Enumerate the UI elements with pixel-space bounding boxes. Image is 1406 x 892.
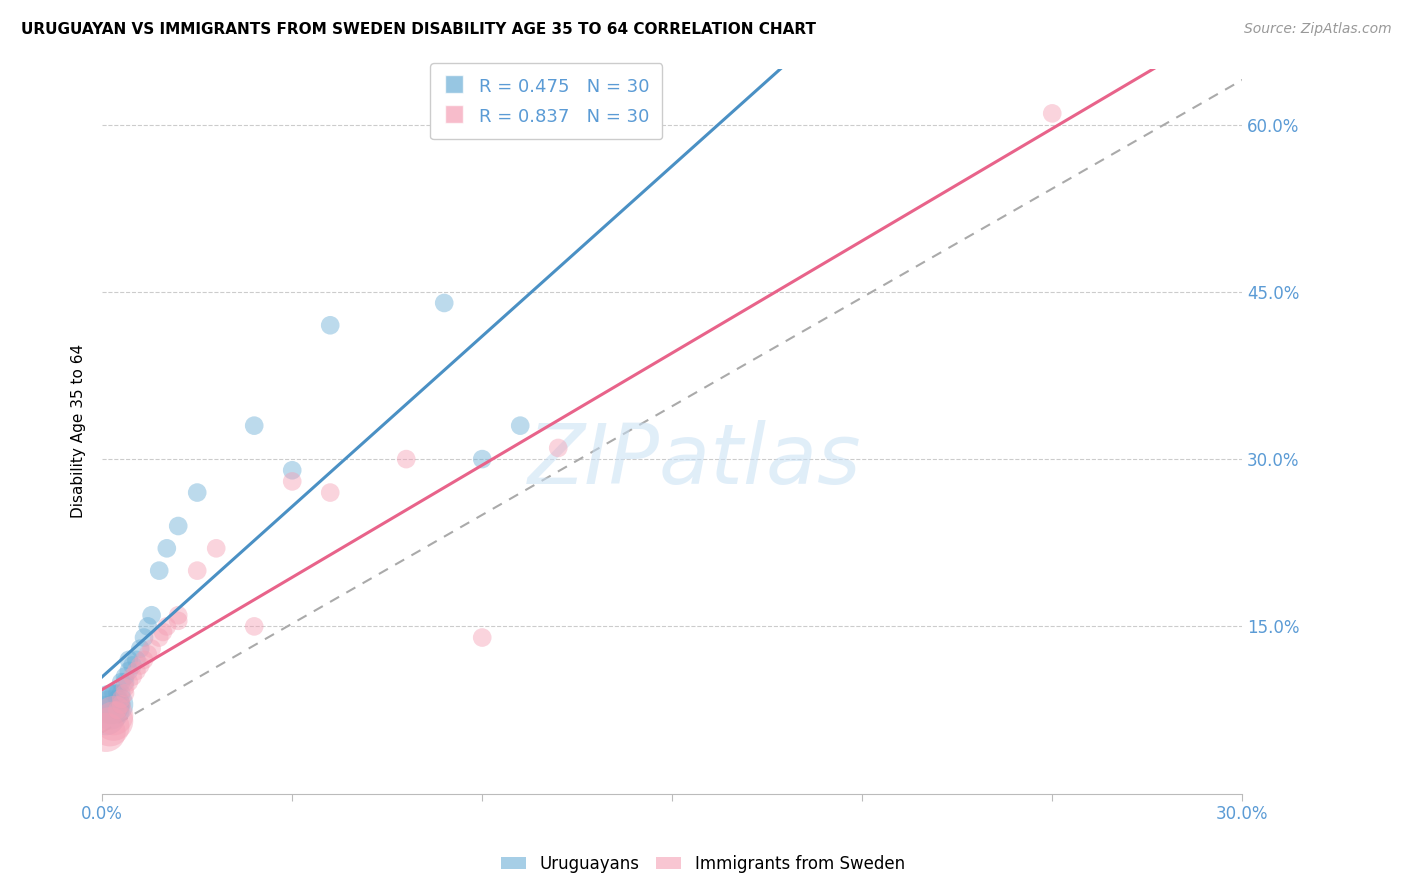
Point [98,703,121,717]
Point [118,664,141,678]
Point [148,631,170,645]
Point [319,318,342,333]
Point [103,698,125,712]
Y-axis label: Disability Age 35 to 64: Disability Age 35 to 64 [72,344,86,518]
Point [136,647,159,661]
Point [471,452,494,467]
Point [125,653,148,667]
Point [110,691,132,706]
Point [132,653,155,667]
Point [156,619,179,633]
Point [94,708,117,723]
Point [98,698,121,712]
Point [129,641,152,656]
Point [110,675,132,690]
Point [103,708,125,723]
Point [107,686,129,700]
Point [243,619,266,633]
Point [471,631,494,645]
Point [509,418,531,433]
Point [118,675,141,690]
Point [319,485,342,500]
Point [281,463,304,477]
Legend: R = 0.475   N = 30, R = 0.837   N = 30: R = 0.475 N = 30, R = 0.837 N = 30 [430,63,662,139]
Point [547,441,569,455]
Text: URUGUAYAN VS IMMIGRANTS FROM SWEDEN DISABILITY AGE 35 TO 64 CORRELATION CHART: URUGUAYAN VS IMMIGRANTS FROM SWEDEN DISA… [21,22,815,37]
Point [103,714,125,729]
Point [186,485,208,500]
Point [103,686,125,700]
Point [395,452,418,467]
Point [281,475,304,489]
Point [205,541,228,556]
Point [167,608,190,623]
Point [107,691,129,706]
Point [186,564,208,578]
Point [129,658,152,673]
Point [1040,106,1063,120]
Point [243,418,266,433]
Point [110,698,132,712]
Point [141,641,163,656]
Point [114,686,136,700]
Point [152,624,174,639]
Point [114,675,136,690]
Point [118,653,141,667]
Text: Source: ZipAtlas.com: Source: ZipAtlas.com [1244,22,1392,37]
Point [125,664,148,678]
Text: ZIPatlas: ZIPatlas [529,420,862,500]
Point [156,541,179,556]
Point [110,686,132,700]
Point [110,698,132,712]
Point [148,564,170,578]
Point [121,658,143,673]
Point [98,720,121,734]
Point [167,519,190,533]
Point [433,296,456,310]
Point [132,631,155,645]
Point [136,619,159,633]
Point [94,725,117,739]
Point [107,703,129,717]
Point [121,669,143,683]
Point [167,614,190,628]
Legend: Uruguayans, Immigrants from Sweden: Uruguayans, Immigrants from Sweden [495,848,911,880]
Point [114,669,136,683]
Point [141,608,163,623]
Point [114,681,136,695]
